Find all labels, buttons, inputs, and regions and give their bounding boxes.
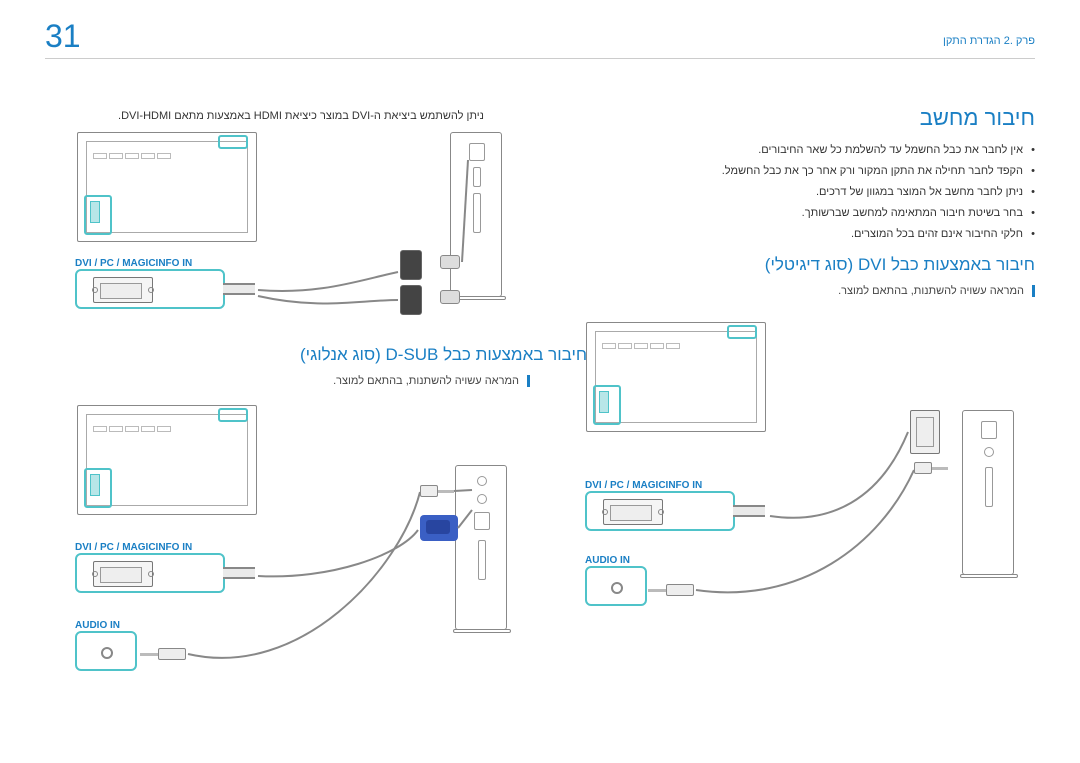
chapter-header: פרק .2 הגדרת התקן — [943, 35, 1035, 47]
pc-diagram — [450, 132, 502, 297]
note-dsub: המראה עשויה להשתנות, בהתאם למוצר. — [85, 375, 530, 387]
bullet-item: בחר בשיטת חיבור המתאימה למחשב שברשותך. — [722, 203, 1035, 224]
audio-plug-icon — [914, 462, 932, 474]
dvi-port-block: DVI / PC / MAGICINFO IN — [585, 480, 735, 531]
port-label-audio: AUDIO IN — [585, 555, 647, 566]
bullet-item: ניתן לחבר מחשב אל המוצר במגוון של דרכים. — [722, 182, 1035, 203]
bullet-item: הקפד לחבר תחילה את התקן המקור ורק אחר כך… — [722, 161, 1035, 182]
port-label-dvi: DVI / PC / MAGICINFO IN — [585, 480, 735, 491]
audio-plug-icon — [666, 584, 694, 596]
dvi-hdmi-note: ניתן להשתמש ביציאת ה-DVI במוצר כיציאת HD… — [118, 110, 484, 122]
dvi-connector-icon — [910, 410, 940, 454]
port-label-dvi: DVI / PC / MAGICINFO IN — [75, 542, 225, 553]
monitor-diagram — [77, 132, 257, 242]
dvi-port-block: DVI / PC / MAGICINFO IN — [75, 258, 225, 309]
audio-port-block: AUDIO IN — [75, 620, 137, 671]
port-label-dvi: DVI / PC / MAGICINFO IN — [75, 258, 225, 269]
bullet-list: אין לחבר את כבל החשמל עד להשלמת כל שאר ה… — [722, 140, 1035, 244]
bullet-item: אין לחבר את כבל החשמל עד להשלמת כל שאר ה… — [722, 140, 1035, 161]
header-rule — [45, 58, 1035, 59]
pc-diagram — [962, 410, 1014, 575]
note-dvi: המראה עשויה להשתנות, בהתאם למוצר. — [555, 285, 1035, 297]
audio-port-block: AUDIO IN — [585, 555, 647, 606]
section-title-dsub: חיבור באמצעות כבל D-SUB (סוג אנלוגי) — [300, 345, 587, 365]
section-title-dvi: חיבור באמצעות כבל DVI (סוג דיגיטלי) — [765, 255, 1035, 275]
dvi-port-block: DVI / PC / MAGICINFO IN — [75, 542, 225, 593]
audio-plug-icon — [420, 485, 438, 497]
bullet-item: חלקי החיבור אינם זהים בכל המוצרים. — [722, 224, 1035, 245]
main-title: חיבור מחשב — [920, 105, 1035, 131]
monitor-diagram — [77, 405, 257, 515]
vga-connector-icon — [420, 515, 458, 541]
port-label-audio: AUDIO IN — [75, 620, 137, 631]
monitor-diagram — [586, 322, 766, 432]
pc-diagram — [455, 465, 507, 630]
page-number: 31 — [45, 18, 81, 55]
audio-plug-icon — [158, 648, 186, 660]
